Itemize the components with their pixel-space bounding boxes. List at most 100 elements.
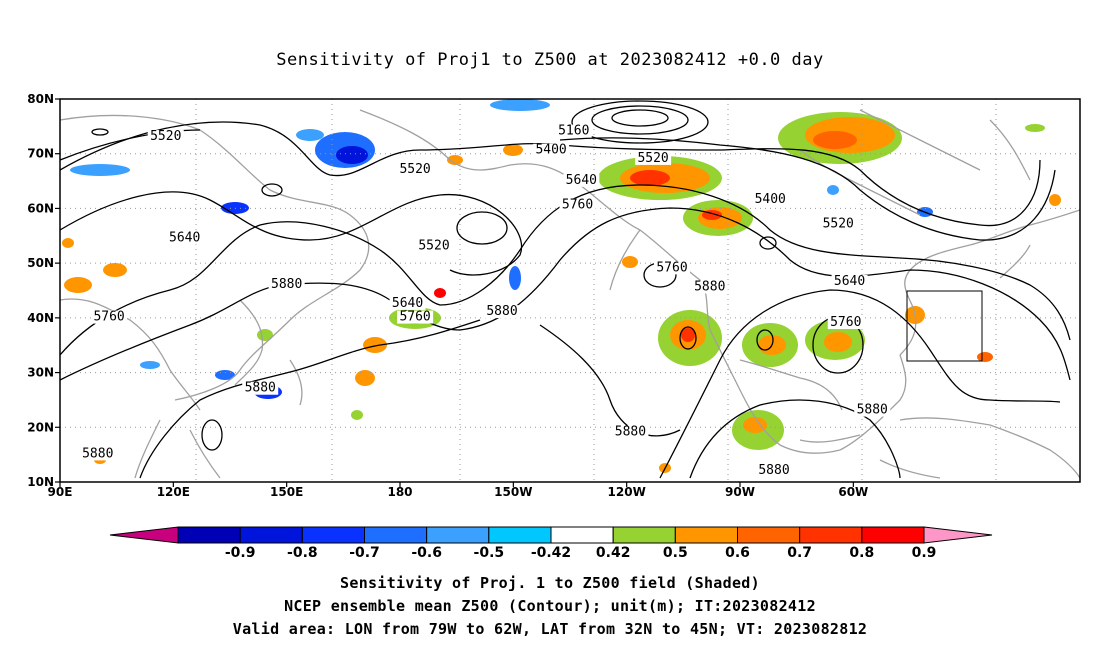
contour-label-bg (820, 217, 857, 231)
contour-labels: 5520 5520 5520 5160 5400 5520 5640 5760 5400 5520… (79, 124, 891, 478)
contour-label: 5880 (486, 304, 517, 319)
contour-label: 5880 (271, 277, 302, 292)
lat-label: 50N (27, 256, 54, 270)
contour-label: 5640 (566, 173, 597, 188)
lat-label: 60N (27, 201, 54, 215)
colorbar-swatch (301, 526, 366, 544)
colorbar-swatch (426, 526, 490, 544)
colorbar-swatch (674, 526, 738, 544)
contour-label-bg (242, 381, 279, 395)
contour-label: 5760 (656, 260, 687, 275)
colorbar-label: 0.5 (663, 545, 688, 561)
contour-label: 5640 (834, 274, 865, 289)
contour-label-bg (533, 143, 570, 157)
contour-label: 5760 (93, 310, 124, 325)
contour-label: 5640 (392, 296, 423, 311)
contour-label: 5520 (418, 238, 449, 253)
caption-shaded: Sensitivity of Proj. 1 to Z500 field (Sh… (340, 574, 760, 592)
colorbar-swatch (364, 526, 428, 544)
contour-label-bg (827, 316, 864, 330)
colorbar-label: -0.5 (474, 545, 505, 561)
longitude-axis: 90E 120E 150E 180 150W 120W 90W 60W (48, 482, 868, 499)
lon-label: 90E (48, 485, 73, 499)
lat-label: 10N (27, 475, 54, 489)
contour-label-bg (416, 239, 452, 253)
contour-label-bg (691, 280, 728, 294)
lon-label: 180 (387, 485, 412, 499)
colorbar-label: 0.42 (596, 545, 631, 561)
lon-label: 150E (270, 485, 303, 499)
colorbar-label: -0.8 (287, 545, 318, 561)
valid-area-box (906, 290, 983, 362)
lon-label: 120E (157, 485, 190, 499)
colorbar-swatch (737, 526, 801, 544)
contour-label: 5760 (830, 315, 861, 330)
contour-label: 5880 (758, 463, 789, 478)
contour-label: 5520 (637, 151, 668, 166)
contour-label-bg (612, 425, 649, 439)
contour-label: 5520 (823, 217, 854, 232)
contour-label-bg (268, 277, 305, 291)
lon-label: 120W (608, 485, 646, 499)
contour-label-bg (654, 261, 690, 275)
contour-label-bg (79, 447, 116, 461)
lat-label: 20N (27, 420, 54, 434)
lat-label: 70N (27, 147, 54, 161)
colorbar-swatch (612, 526, 676, 544)
contour-label-bg (752, 192, 789, 206)
caption-valid-area: Valid area: LON from 79W to 62W, LAT fro… (232, 620, 868, 638)
lat-label: 30N (27, 366, 54, 380)
contour-label-bg (484, 305, 520, 319)
contour-label: 5640 (169, 230, 200, 245)
colorbar-label: -0.9 (225, 545, 256, 561)
colorbar-swatch (550, 526, 614, 544)
lat-label: 80N (27, 92, 54, 106)
latitude-axis: 80N 70N 60N 50N 40N 30N 20N 10N (27, 92, 60, 489)
colorbar-label: -0.42 (531, 545, 571, 561)
contour-label-bg (559, 198, 596, 212)
contour-label-bg (854, 403, 891, 417)
contour-label: 5880 (615, 424, 646, 439)
contour-label: 5160 (558, 124, 589, 139)
contour-label: 5400 (755, 192, 786, 207)
contour-label: 5400 (535, 143, 566, 158)
colorbar-swatch (488, 526, 552, 544)
contour-label: 5880 (694, 280, 725, 295)
contour-label-bg (635, 151, 672, 165)
contour-label: 5760 (562, 197, 593, 212)
colorbar-label: 0.8 (849, 545, 874, 561)
contour-label-bg (831, 275, 868, 289)
colorbar: -0.9 -0.8 -0.7 -0.6 -0.5 -0.42 0.42 0.5 0.6 0.7 0.… (109, 526, 993, 561)
colorbar-swatch (239, 526, 303, 544)
colorbar-label: 0.9 (912, 545, 937, 561)
colorbar-label: -0.6 (411, 545, 442, 561)
contour-label-bg (166, 231, 203, 245)
contour-label: 5520 (150, 129, 181, 144)
contour-label: 5880 (245, 381, 276, 396)
colorbar-lower-extend (109, 526, 179, 544)
lon-label: 150W (494, 485, 532, 499)
colorbar-swatch (861, 526, 925, 544)
contour-label-bg (397, 162, 434, 176)
contour-label: 5880 (857, 403, 888, 418)
contour-label: 5880 (82, 446, 113, 461)
lon-label: 90W (725, 485, 755, 499)
lat-label: 40N (27, 311, 54, 325)
colorbar-upper-extend (923, 526, 993, 544)
contour-label-bg (389, 296, 426, 310)
contour-label-bg (147, 130, 184, 144)
contour-label: 5520 (399, 162, 430, 177)
plot-title: Sensitivity of Proj1 to Z500 at 20230824… (276, 50, 824, 70)
coastlines (60, 109, 1080, 479)
colorbar-label: -0.7 (349, 545, 380, 561)
contour-label-bg (397, 310, 434, 324)
colorbar-label: 0.7 (787, 545, 812, 561)
caption-contour: NCEP ensemble mean Z500 (Contour); unit(… (284, 597, 816, 615)
lon-label: 60W (838, 485, 868, 499)
contour-label-bg (563, 173, 600, 187)
z500-contours (60, 100, 1071, 479)
colorbar-swatch (177, 526, 241, 544)
contour-label-bg (756, 463, 792, 477)
colorbar-swatch (799, 526, 863, 544)
map-frame (59, 98, 1081, 483)
